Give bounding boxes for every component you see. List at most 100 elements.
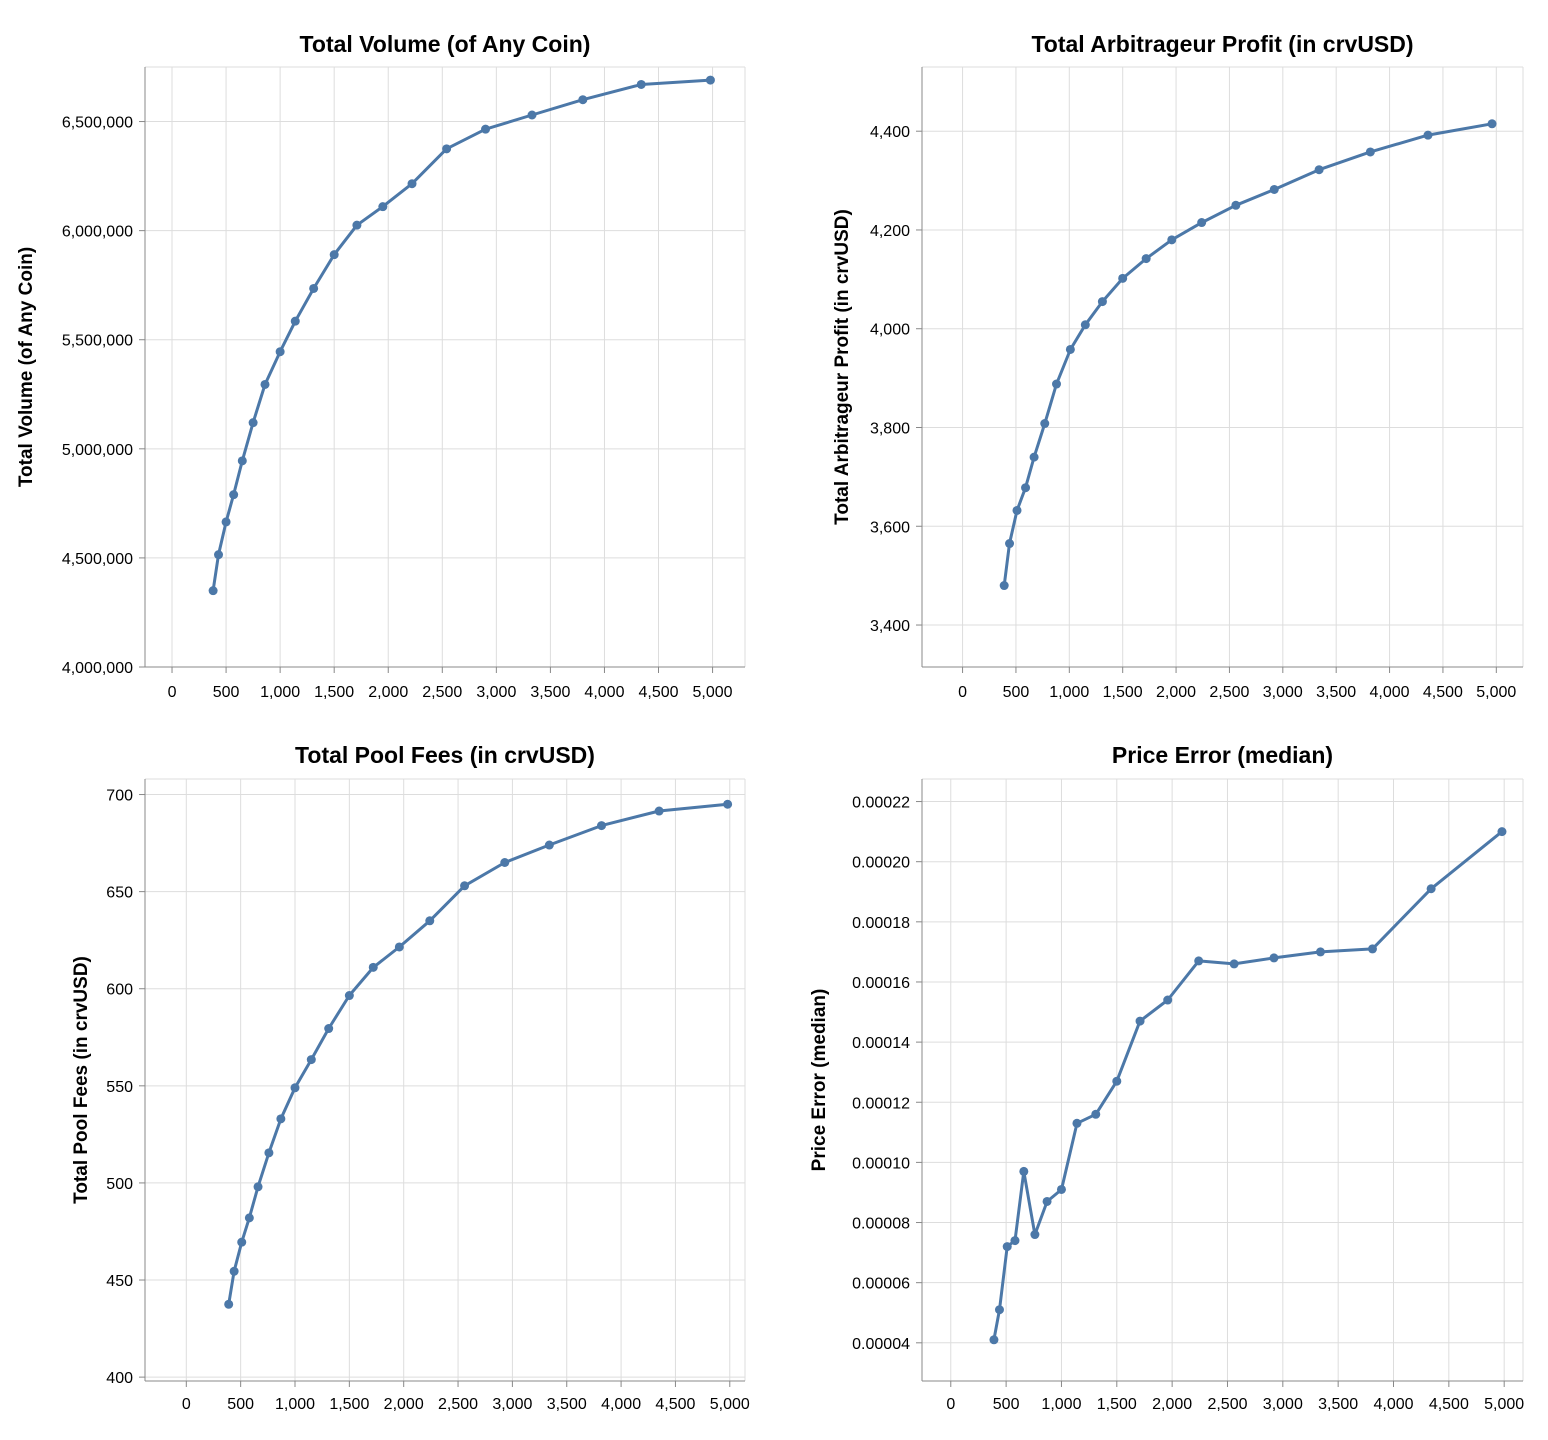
data-point[interactable]	[344, 991, 354, 1001]
chart-price-error: 0 500 1,000 1,500 2,000 2,500 3,000 3,500 4,000 4…	[809, 742, 1524, 1413]
data-point[interactable]	[1141, 254, 1151, 264]
data-point[interactable]	[1097, 297, 1107, 307]
data-point[interactable]	[1029, 452, 1039, 462]
y-tick-label: 600	[106, 982, 133, 999]
data-point[interactable]	[329, 250, 339, 260]
data-point[interactable]	[253, 1182, 263, 1192]
y-tick-label: 5,500,000	[62, 333, 133, 350]
data-point[interactable]	[229, 1266, 239, 1276]
x-tick-label: 3,000	[1263, 684, 1303, 701]
data-point[interactable]	[442, 144, 452, 154]
data-point[interactable]	[276, 1114, 286, 1124]
data-point[interactable]	[1021, 483, 1031, 493]
y-axis-label: Total Arbitrageur Profit (in crvUSD)	[832, 209, 853, 525]
data-point[interactable]	[1042, 1196, 1052, 1206]
data-point[interactable]	[1229, 959, 1239, 969]
data-point[interactable]	[1269, 184, 1279, 194]
data-point[interactable]	[1118, 273, 1128, 283]
data-point[interactable]	[309, 283, 319, 293]
data-point[interactable]	[214, 550, 224, 560]
data-point[interactable]	[654, 806, 664, 816]
data-point[interactable]	[1030, 1230, 1040, 1240]
data-point[interactable]	[1314, 165, 1324, 175]
data-point[interactable]	[275, 347, 285, 357]
y-tick-label: 4,500,000	[62, 551, 133, 568]
data-point[interactable]	[481, 124, 491, 134]
data-point[interactable]	[1426, 884, 1436, 894]
data-point[interactable]	[306, 1055, 316, 1065]
data-point[interactable]	[1497, 827, 1507, 837]
data-point[interactable]	[290, 1083, 300, 1093]
data-point[interactable]	[352, 220, 362, 230]
data-point[interactable]	[1072, 1118, 1082, 1128]
y-tick-label: 0.00010	[852, 1155, 910, 1172]
data-point[interactable]	[1269, 953, 1279, 963]
y-tick-label: 450	[106, 1273, 133, 1290]
data-point[interactable]	[1197, 218, 1207, 228]
data-point[interactable]	[1080, 320, 1090, 330]
y-tick-label: 0.00004	[852, 1336, 910, 1353]
data-point[interactable]	[368, 962, 378, 972]
data-point[interactable]	[1056, 1184, 1066, 1194]
x-tick-label: 4,000	[601, 1396, 641, 1413]
data-point[interactable]	[1065, 344, 1075, 354]
y-tick-label: 4,000	[870, 322, 910, 339]
data-point[interactable]	[1010, 1236, 1020, 1246]
data-point[interactable]	[500, 858, 510, 868]
data-point[interactable]	[229, 490, 239, 500]
data-point[interactable]	[1365, 147, 1375, 157]
y-tick-label: 0.00018	[852, 915, 910, 932]
data-point[interactable]	[260, 379, 270, 389]
data-point[interactable]	[221, 517, 231, 527]
data-point[interactable]	[999, 581, 1009, 591]
y-tick-label: 4,400	[870, 124, 910, 141]
data-point[interactable]	[208, 586, 218, 596]
data-point[interactable]	[578, 95, 588, 105]
data-point[interactable]	[544, 840, 554, 850]
data-point[interactable]	[264, 1148, 274, 1158]
data-point[interactable]	[378, 202, 388, 212]
x-tick-label: 5,000	[1476, 684, 1516, 701]
data-point[interactable]	[1019, 1166, 1029, 1176]
data-point[interactable]	[1487, 119, 1497, 129]
data-point[interactable]	[224, 1299, 234, 1309]
data-point[interactable]	[705, 75, 715, 85]
data-point[interactable]	[994, 1305, 1004, 1315]
data-point[interactable]	[1091, 1109, 1101, 1119]
data-point[interactable]	[407, 179, 417, 189]
data-point[interactable]	[460, 881, 470, 891]
data-point[interactable]	[1423, 130, 1433, 140]
data-point[interactable]	[1012, 505, 1022, 515]
data-point[interactable]	[1052, 379, 1062, 389]
data-point[interactable]	[394, 942, 404, 952]
data-point[interactable]	[324, 1024, 334, 1034]
x-tick-label: 4,000	[584, 684, 624, 701]
data-point[interactable]	[1005, 539, 1015, 549]
x-tick-label: 3,000	[1263, 1396, 1303, 1413]
data-point[interactable]	[597, 821, 607, 831]
data-point[interactable]	[244, 1213, 254, 1223]
data-point[interactable]	[1367, 944, 1377, 954]
data-point[interactable]	[290, 316, 300, 326]
data-point[interactable]	[1002, 1242, 1012, 1252]
data-point[interactable]	[1231, 200, 1241, 210]
data-point[interactable]	[989, 1335, 999, 1345]
data-point[interactable]	[248, 418, 258, 428]
data-point[interactable]	[1315, 947, 1325, 957]
data-point[interactable]	[237, 1237, 247, 1247]
chart-title: Price Error (median)	[1112, 742, 1333, 768]
data-point[interactable]	[636, 79, 646, 89]
x-tick-label: 4,500	[1429, 1396, 1469, 1413]
data-point[interactable]	[1194, 956, 1204, 966]
x-tick-label: 4,500	[638, 684, 678, 701]
data-point[interactable]	[527, 110, 537, 120]
data-point[interactable]	[1163, 995, 1173, 1005]
data-point[interactable]	[1040, 419, 1050, 429]
data-point[interactable]	[723, 799, 733, 809]
data-point[interactable]	[1167, 235, 1177, 245]
data-point[interactable]	[1135, 1016, 1145, 1026]
y-tick-label: 3,400	[870, 618, 910, 635]
data-point[interactable]	[1112, 1076, 1122, 1086]
data-point[interactable]	[237, 456, 247, 466]
data-point[interactable]	[425, 916, 435, 926]
